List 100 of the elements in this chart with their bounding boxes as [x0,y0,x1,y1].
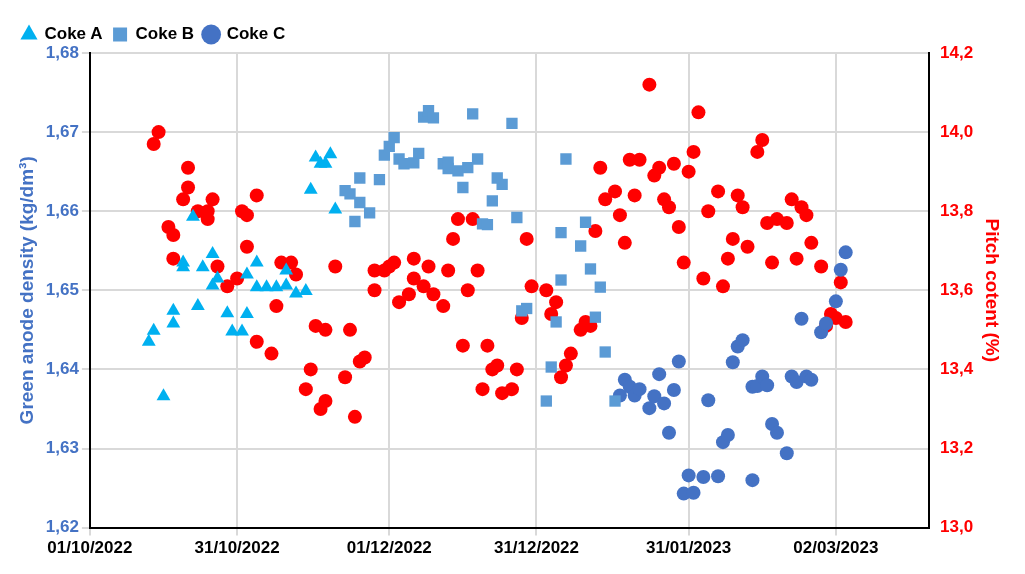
point [725,355,740,370]
point [735,333,750,348]
point [720,428,735,443]
point [413,147,425,160]
point [467,108,479,120]
point [166,315,181,328]
point [681,468,696,483]
point [779,446,794,461]
point [701,393,716,408]
point [671,354,686,369]
point [545,361,557,373]
y2-tick-label: 14,0 [940,121,974,141]
point [388,131,400,144]
point [511,211,523,224]
point [269,279,284,292]
point [609,395,621,407]
point [794,311,809,326]
x-tick-label: 01/12/2022 [346,538,432,558]
point [279,277,294,290]
y-tick-label: 1,65 [45,279,79,299]
x-tick-label: 31/12/2022 [493,538,580,558]
point [555,226,567,239]
point [471,153,484,165]
point [427,112,440,124]
y2-tick-label: 13,2 [940,438,974,458]
point [220,305,235,318]
legend-label: Coke A [44,24,103,44]
point [373,173,386,186]
y-axis-title: Green anode density (kg/dm³) [15,156,37,425]
point [838,245,853,260]
y2-axis-title: Pitch cotent (%) [982,218,1004,363]
point [828,294,843,309]
point [686,485,701,500]
y-tick-label: 1,62 [45,517,79,537]
point [249,254,264,267]
point [486,195,498,207]
point [141,333,156,346]
point [833,262,848,277]
y2-tick-label: 13,6 [940,279,974,299]
point [408,157,420,169]
legend-label: Coke B [135,24,195,44]
point [354,172,366,184]
point [240,266,254,279]
point [594,281,606,293]
point [156,388,171,401]
y2-tick-label: 13,0 [940,517,974,537]
point [240,306,254,319]
point [481,218,494,231]
point [249,279,264,292]
point [657,396,672,411]
point [540,395,552,407]
point [166,302,181,315]
point [186,208,200,221]
point [279,262,294,275]
y2-tick-label: 13,4 [940,359,974,379]
y2-tick-label: 14,2 [940,42,974,62]
point [584,263,597,275]
point [769,425,784,440]
point [363,207,376,219]
point [344,188,356,200]
point [323,146,338,159]
point [354,196,366,209]
point [205,245,220,258]
point [652,367,667,382]
y-tick-label: 1,66 [45,200,79,220]
point [575,240,587,252]
point [804,372,819,387]
point [506,117,518,130]
point [745,473,760,488]
point [555,274,567,286]
point [496,178,508,190]
point [642,401,657,416]
x-tick-label: 02/03/2023 [793,538,879,558]
y-tick-label: 1,63 [45,438,79,458]
point [303,181,318,194]
point [666,382,681,397]
point [662,425,676,440]
point [521,302,533,315]
point [328,201,343,214]
point [550,316,562,328]
point [589,311,602,323]
y-tick-label: 1,67 [45,121,79,141]
point [235,323,249,336]
point [579,216,592,228]
point [146,322,161,335]
point [190,298,205,311]
point [560,153,572,165]
x-tick-label: 31/10/2022 [194,538,280,558]
legend-label: Coke C [226,24,286,44]
y2-tick-label: 13,8 [940,200,974,220]
point [298,283,313,296]
x-tick-label: 01/10/2022 [47,538,133,558]
point [318,155,333,168]
point [696,469,711,484]
point [457,181,469,194]
point [195,259,210,272]
y-tick-label: 1,64 [45,359,80,379]
y-tick-label: 1,68 [45,42,79,62]
point [205,277,220,290]
x-tick-label: 31/01/2023 [646,538,732,558]
